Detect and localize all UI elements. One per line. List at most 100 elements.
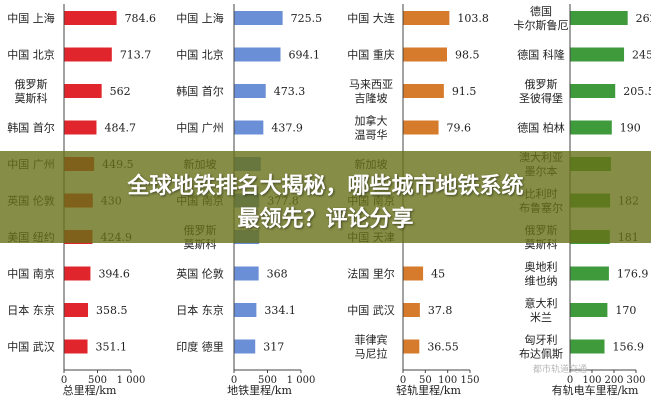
category-label: 中国 重庆 [347, 48, 395, 62]
category-label: 中国 武汉 [7, 341, 55, 354]
watermark: 都市轨道交通 [533, 365, 588, 375]
bar [234, 120, 264, 135]
category-label: 匈牙利布达佩斯 [519, 333, 563, 361]
data-label: 45 [431, 268, 445, 281]
category-label: 英国 伦敦 [176, 267, 224, 281]
data-label: 205.5 [623, 85, 651, 98]
bar [403, 303, 420, 317]
category-label: 日本 东京 [7, 303, 55, 317]
category-label: 中国 南京 [7, 267, 55, 281]
bar [570, 303, 608, 317]
x-tick-label: 100 [582, 375, 601, 386]
bar [403, 339, 420, 354]
category-label: 韩国 首尔 [176, 84, 224, 98]
category-label: 中国 北京 [176, 48, 224, 62]
data-label: 190 [620, 122, 641, 135]
bar [570, 84, 616, 98]
bar [64, 303, 89, 317]
category-label: 法国 里尔 [347, 267, 395, 281]
bar [570, 339, 605, 354]
x-tick-label: 200 [604, 375, 623, 386]
bar [64, 120, 97, 135]
headline-line-1: 全球地铁排名大揭秘，哪些城市地铁系统 [127, 174, 524, 199]
x-tick-label: 500 [88, 375, 107, 386]
bar [64, 84, 102, 98]
bar [234, 47, 281, 62]
data-label: 484.7 [104, 122, 136, 135]
bar [234, 339, 256, 354]
data-label: 725.5 [291, 12, 323, 25]
bar [64, 47, 112, 62]
category-label: 中国 上海 [176, 11, 224, 25]
x-tick-label: 500 [258, 375, 277, 386]
data-label: 473.3 [274, 85, 306, 98]
bar [403, 11, 450, 25]
data-label: 245.7 [632, 49, 651, 62]
bar [403, 84, 444, 98]
data-label: 437.9 [271, 122, 303, 135]
data-label: 562 [110, 85, 131, 98]
x-axis-title: 轻轨里程/km [396, 383, 461, 397]
data-label: 694.1 [289, 49, 321, 62]
category-label: 韩国 首尔 [7, 121, 55, 135]
category-label: 德国 科隆 [517, 48, 565, 62]
x-axis-title: 总里程/km [63, 383, 117, 397]
category-label: 印度 德里 [176, 340, 224, 354]
bar [403, 47, 447, 62]
x-tick-label: 1 000 [287, 375, 316, 386]
data-label: 170 [615, 304, 636, 317]
category-label: 中国 北京 [7, 48, 55, 62]
bar [570, 120, 612, 135]
data-label: 79.6 [447, 122, 472, 135]
category-label: 日本 东京 [176, 303, 224, 317]
x-tick-label: 0 [61, 375, 67, 386]
category-label: 中国 广州 [176, 122, 224, 135]
category-label: 意大利米兰 [525, 296, 558, 324]
data-label: 351.1 [96, 341, 128, 354]
bar [403, 120, 439, 135]
data-label: 98.5 [455, 49, 480, 62]
data-label: 36.55 [427, 341, 459, 354]
category-label: 奥地利维也纳 [525, 260, 558, 288]
data-label: 713.7 [120, 49, 152, 62]
bar [234, 84, 266, 98]
bar [403, 266, 424, 281]
data-label: 156.9 [613, 341, 645, 354]
data-label: 91.5 [452, 85, 477, 98]
data-label: 784.6 [125, 12, 157, 25]
data-label: 176.9 [617, 268, 649, 281]
data-label: 394.6 [98, 268, 130, 281]
bar [570, 266, 609, 281]
category-label: 德国卡尔斯鲁厄 [514, 4, 569, 32]
category-label: 马来西亚吉隆坡 [349, 78, 393, 105]
x-axis-title: 地铁里程/km [227, 384, 292, 397]
x-tick-label: 50 [419, 375, 432, 386]
category-label: 中国 大连 [347, 11, 395, 25]
data-label: 334.1 [264, 304, 296, 317]
category-label: 德国 柏林 [517, 121, 565, 135]
bar [570, 47, 625, 62]
bar [570, 11, 628, 25]
x-axis-title: 有轨电车里程/km [552, 383, 639, 397]
x-tick-label: 0 [231, 375, 237, 386]
data-label: 103.8 [457, 12, 489, 25]
data-label: 317 [263, 341, 284, 354]
category-label: 菲律宾马尼拉 [355, 333, 388, 361]
x-tick-label: 300 [626, 375, 645, 386]
data-label: 368 [267, 268, 288, 281]
data-label: 262.2 [636, 12, 651, 25]
x-tick-label: 100 [438, 375, 457, 386]
bar [64, 266, 91, 281]
category-label: 俄罗斯莫斯科 [15, 78, 48, 105]
category-label: 中国 武汉 [347, 304, 395, 317]
x-tick-label: 1 000 [117, 375, 146, 386]
x-tick-label: 0 [567, 375, 573, 386]
data-label: 358.5 [96, 304, 128, 317]
headline-line-2: 最领先？评论分享 [237, 207, 414, 232]
x-tick-label: 0 [400, 375, 406, 386]
category-label: 加拿大温哥华 [355, 114, 388, 142]
bar [234, 11, 283, 25]
bar [234, 266, 259, 281]
headline-banner [0, 151, 651, 243]
bar [64, 11, 117, 25]
